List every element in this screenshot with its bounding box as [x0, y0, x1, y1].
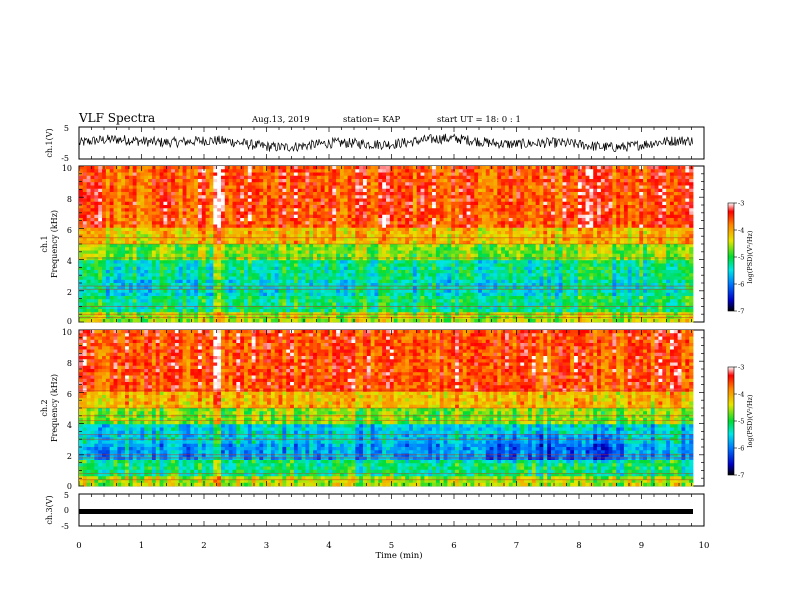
ch2-spec-ytick-0: 0 — [67, 482, 72, 491]
ch2-spec-ytick-8: 8 — [67, 359, 72, 368]
ch2-spec-ytick-2: 2 — [67, 452, 72, 461]
ch2-colorbar: -3 -4 -5 -6 -7 log(PSD)(V²/Hz) — [727, 364, 754, 480]
colorbar-tick-label: -7 — [738, 472, 744, 480]
date-label: Aug.13, 2019 — [251, 115, 310, 125]
colorbar-tick-label: -6 — [738, 445, 744, 453]
ch1-spec-ytick-0: 0 — [67, 317, 72, 326]
colorbar-tick-label: -7 — [738, 308, 744, 316]
colorbar-tick-label: -5 — [738, 254, 744, 262]
colorbar-tick-label: -4 — [738, 391, 744, 399]
ch1-spec-ytick-4: 4 — [67, 257, 72, 266]
ch2-spec-ylabel-line1: ch.2 — [40, 399, 49, 416]
ch2-spec-ylabel-line2: Frequency (kHz) — [50, 374, 59, 442]
x-tick-label: 4 — [326, 541, 331, 551]
ch3-ytick-bottom: -5 — [61, 522, 69, 531]
ch1-colorbar: -3 -4 -5 -6 -7 log(PSD)(V²/Hz) — [727, 200, 754, 316]
ch1-spec-ytick-6: 6 — [67, 226, 72, 235]
ch3-waveform-line — [79, 509, 693, 514]
ch2-spectrogram-image — [79, 330, 694, 487]
ch3-ytick-top: 5 — [64, 491, 69, 500]
ch3-ylabel: ch.3(V) — [45, 495, 54, 524]
x-tick-label: 9 — [639, 541, 644, 551]
ch1-spectrogram-image — [79, 166, 694, 323]
x-axis-tick-labels: 0 1 2 3 4 5 6 7 8 9 10 — [76, 541, 709, 551]
x-tick-label: 6 — [451, 541, 456, 551]
ch2-spectrogram-panel: 0 2 4 6 8 10 ch.2 Frequency (kHz) — [40, 328, 705, 491]
ch2-spec-ytick-4: 4 — [67, 421, 72, 430]
ch1-ylabel: ch.1(V) — [45, 128, 54, 157]
colorbar-tick-label: -4 — [738, 227, 744, 235]
x-tick-label: 7 — [514, 541, 519, 551]
colorbar-tick-label: -6 — [738, 281, 744, 289]
x-tick-label: 0 — [76, 541, 81, 551]
ch1-spec-ylabel-line2: Frequency (kHz) — [50, 210, 59, 278]
ch1-spec-ytick-10: 10 — [62, 164, 72, 173]
ch2-colorbar-label: log(PSD)(V²/Hz) — [746, 394, 754, 447]
ch1-spec-ytick-2: 2 — [67, 288, 72, 297]
x-tick-label: 8 — [576, 541, 581, 551]
x-tick-label: 3 — [264, 541, 269, 551]
colorbar-tick-label: -3 — [738, 200, 744, 208]
colorbar-tick-label: -5 — [738, 418, 744, 426]
ch3-ytick-mid: 0 — [64, 506, 69, 515]
ch1-colorbar-label: log(PSD)(V²/Hz) — [746, 230, 754, 283]
ch1-spec-ytick-8: 8 — [67, 195, 72, 204]
x-tick-label: 10 — [699, 541, 710, 551]
ch2-spec-ytick-10: 10 — [62, 328, 72, 337]
ch1-ytick-top: 5 — [64, 124, 69, 133]
x-tick-label: 2 — [201, 541, 206, 551]
colorbar-tick-label: -3 — [738, 364, 744, 372]
ch2-spec-ytick-6: 6 — [67, 390, 72, 399]
ch1-waveform-panel: 5 -5 ch.1(V) — [45, 124, 705, 163]
ch3-waveform-panel: 5 0 -5 ch.3(V) — [45, 491, 705, 531]
start-ut-label: start UT = 18: 0 : 1 — [437, 115, 521, 125]
ch1-waveform-line — [78, 133, 693, 152]
x-axis-label: Time (min) — [375, 550, 422, 561]
x-tick-label: 1 — [139, 541, 144, 551]
station-label: station= KAP — [343, 115, 401, 125]
x-tick-label: 5 — [389, 541, 394, 551]
ch1-spec-ylabel-line1: ch.1 — [40, 235, 49, 252]
figure-title: VLF Spectra — [78, 111, 155, 125]
ch1-ytick-bottom: -5 — [61, 154, 69, 163]
ch1-spectrogram-panel: 0 2 4 6 8 10 ch.1 Frequency (kHz) — [40, 164, 705, 326]
